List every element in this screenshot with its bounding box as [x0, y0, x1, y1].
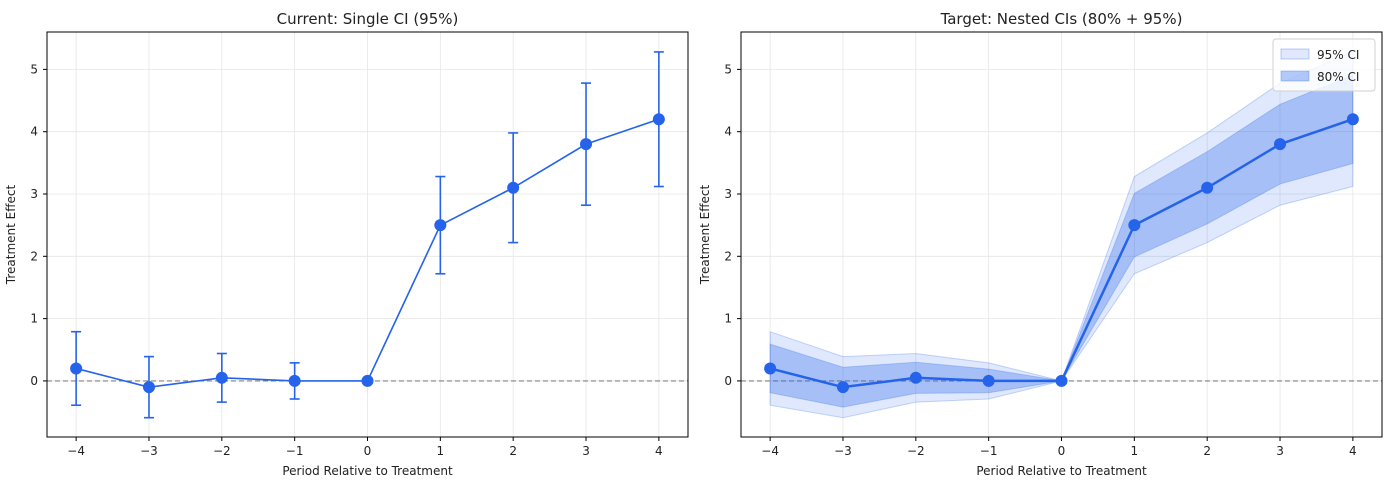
data-point — [361, 374, 374, 387]
y-tick-label: 2 — [724, 249, 732, 263]
data-point — [70, 362, 83, 375]
ci80-band — [769, 74, 1354, 408]
x-tick-label: −2 — [907, 444, 925, 458]
data-point — [652, 113, 665, 126]
x-tick-label: 1 — [1131, 444, 1139, 458]
data-point — [1128, 219, 1141, 232]
legend-label: 80% CI — [1317, 70, 1359, 84]
data-point — [580, 138, 593, 151]
data-point — [507, 181, 520, 194]
legend-swatch-80ci — [1280, 70, 1310, 82]
x-tick-label: 1 — [437, 444, 445, 458]
x-tick-label: 0 — [1058, 444, 1066, 458]
data-point — [982, 374, 995, 387]
data-point — [1055, 374, 1068, 387]
right-chart-panel: −4 −3 −2 −1 0 1 2 3 4 0 1 2 3 4 5 Target: Nested CIs (8… — [698, 10, 1383, 478]
x-axis-label: Period Relative to Treatment — [976, 464, 1147, 478]
data-point — [215, 371, 228, 384]
data-point — [909, 371, 922, 384]
x-tick-label: −4 — [761, 444, 779, 458]
ci95-band — [769, 51, 1354, 419]
data-point — [142, 381, 155, 394]
x-tick-label: −1 — [286, 444, 304, 458]
x-tick-label: −3 — [834, 444, 852, 458]
y-tick-label: 5 — [30, 62, 38, 76]
y-tick-label: 0 — [30, 374, 38, 388]
y-axis-label: Treatment Effect — [4, 185, 18, 286]
x-tick-label: 3 — [1276, 444, 1284, 458]
data-point — [288, 374, 301, 387]
data-point — [836, 381, 849, 394]
y-tick-label: 1 — [724, 312, 732, 326]
legend-label: 95% CI — [1317, 48, 1359, 62]
chart-title: Current: Single CI (95%) — [277, 10, 459, 28]
y-axis-label: Treatment Effect — [698, 185, 712, 286]
chart-title: Target: Nested CIs (80% + 95%) — [940, 10, 1183, 28]
data-point — [1346, 113, 1359, 126]
x-tick-label: 0 — [364, 444, 372, 458]
data-point — [434, 219, 447, 232]
x-tick-label: 2 — [1203, 444, 1211, 458]
legend-box — [1272, 38, 1376, 92]
x-tick-label: −2 — [213, 444, 231, 458]
y-tick-label: 3 — [724, 187, 732, 201]
x-tick-label: 4 — [655, 444, 663, 458]
y-tick-label: 4 — [724, 125, 732, 139]
x-tick-label: −1 — [980, 444, 998, 458]
x-tick-label: −3 — [140, 444, 158, 458]
y-tick-label: 2 — [30, 249, 38, 263]
y-tick-label: 5 — [724, 62, 732, 76]
left-chart-panel: −4 −3 −2 −1 0 1 2 3 4 0 1 2 3 4 5 Current: Single CI (9… — [4, 10, 689, 478]
x-tick-label: 3 — [582, 444, 590, 458]
legend-swatch-95ci — [1280, 48, 1310, 60]
y-tick-label: 0 — [724, 374, 732, 388]
y-tick-label: 1 — [30, 312, 38, 326]
x-tick-label: 4 — [1349, 444, 1357, 458]
data-point — [1274, 138, 1287, 151]
data-point — [764, 362, 777, 375]
x-axis-label: Period Relative to Treatment — [282, 464, 453, 478]
data-point — [1201, 181, 1214, 194]
x-tick-label: 2 — [509, 444, 517, 458]
x-tick-label: −4 — [67, 444, 85, 458]
y-tick-label: 4 — [30, 125, 38, 139]
y-tick-label: 3 — [30, 187, 38, 201]
